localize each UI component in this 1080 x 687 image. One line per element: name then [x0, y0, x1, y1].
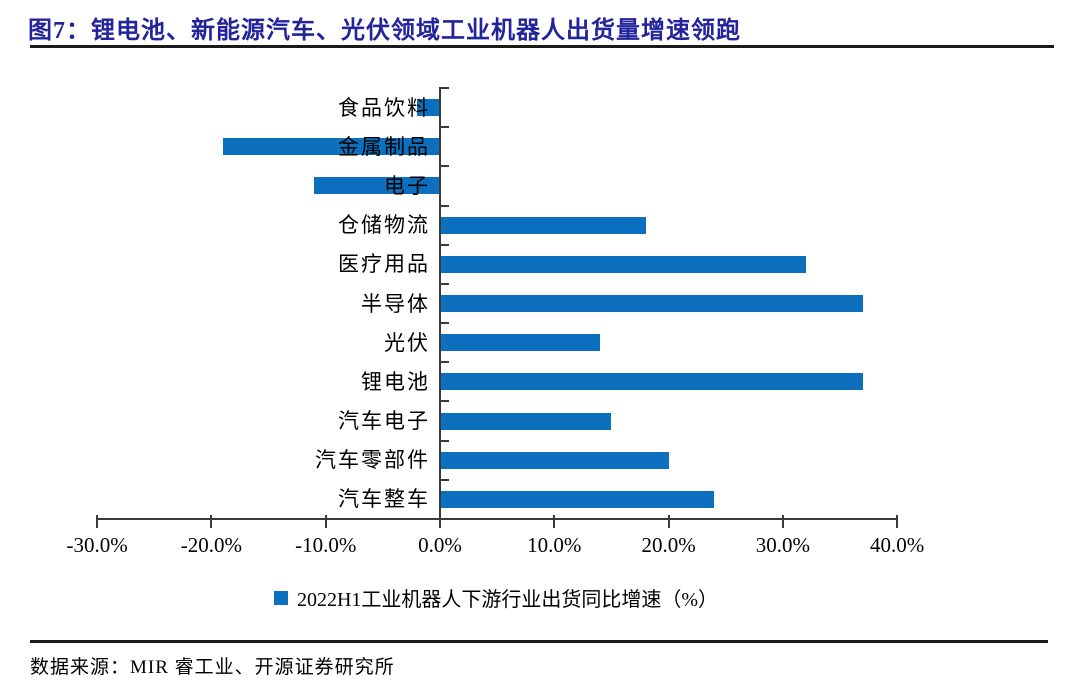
y-tick	[439, 126, 449, 129]
x-tick-label: 20.0%	[641, 533, 696, 557]
y-axis-line	[439, 88, 441, 519]
chart-legend: 2022H1工业机器人下游行业出货同比增速（%）	[96, 583, 896, 612]
data-source: 数据来源：MIR 睿工业、开源证券研究所	[30, 657, 395, 678]
category-label: 汽车电子	[338, 409, 430, 434]
x-tick	[324, 515, 327, 528]
y-tick	[439, 400, 449, 403]
category-label: 仓储物流	[338, 213, 430, 238]
footer-divider	[30, 640, 1048, 643]
bar-2	[314, 177, 440, 195]
bar-10	[440, 490, 715, 508]
bar-5	[440, 295, 863, 312]
bar-6	[440, 334, 600, 352]
y-tick	[439, 204, 449, 207]
x-tick-label: -20.0%	[180, 533, 243, 557]
bar-3	[440, 216, 646, 234]
x-tick	[896, 515, 899, 528]
category-label: 食品饮料	[338, 95, 430, 120]
x-tick	[553, 515, 556, 528]
bar-8	[440, 412, 612, 430]
y-tick	[439, 87, 449, 89]
category-label: 锂电池	[361, 369, 430, 394]
y-tick	[439, 165, 449, 168]
x-tick-label: 0.0%	[418, 533, 462, 557]
x-tick	[667, 515, 670, 528]
y-tick	[439, 361, 449, 364]
category-label: 汽车整车	[338, 487, 430, 512]
bar-0	[417, 99, 440, 117]
figure-title: 图7：锂电池、新能源汽车、光伏领域工业机器人出货量增速领跑	[28, 18, 741, 44]
category-label: 汽车零部件	[315, 448, 430, 473]
category-label: 光伏	[384, 330, 430, 355]
y-tick	[439, 282, 449, 285]
category-label: 医疗用品	[338, 252, 430, 277]
x-tick-label: -30.0%	[66, 533, 128, 557]
category-label: 半导体	[361, 291, 430, 316]
x-tick	[781, 515, 784, 528]
x-tick	[210, 515, 213, 528]
y-tick	[439, 478, 449, 481]
x-tick-label: -10.0%	[295, 533, 357, 557]
x-tick-label: 30.0%	[755, 533, 810, 557]
bar-7	[440, 373, 863, 391]
x-tick	[96, 515, 99, 528]
category-label: 金属制品	[338, 134, 430, 159]
bar-4	[440, 255, 806, 273]
bar-9	[440, 451, 669, 469]
y-tick	[439, 439, 449, 442]
legend-label: 2022H1工业机器人下游行业出货同比增速（%）	[296, 589, 719, 611]
x-tick	[439, 515, 441, 528]
y-tick	[439, 243, 449, 246]
bar-1	[222, 138, 440, 156]
x-axis-line	[96, 518, 897, 520]
x-tick-label: 10.0%	[527, 533, 582, 557]
y-tick	[439, 322, 449, 325]
legend-marker-icon	[273, 590, 288, 605]
title-divider	[30, 45, 1054, 48]
x-tick-label: 40.0%	[870, 533, 925, 557]
category-label: 电子	[384, 173, 430, 198]
